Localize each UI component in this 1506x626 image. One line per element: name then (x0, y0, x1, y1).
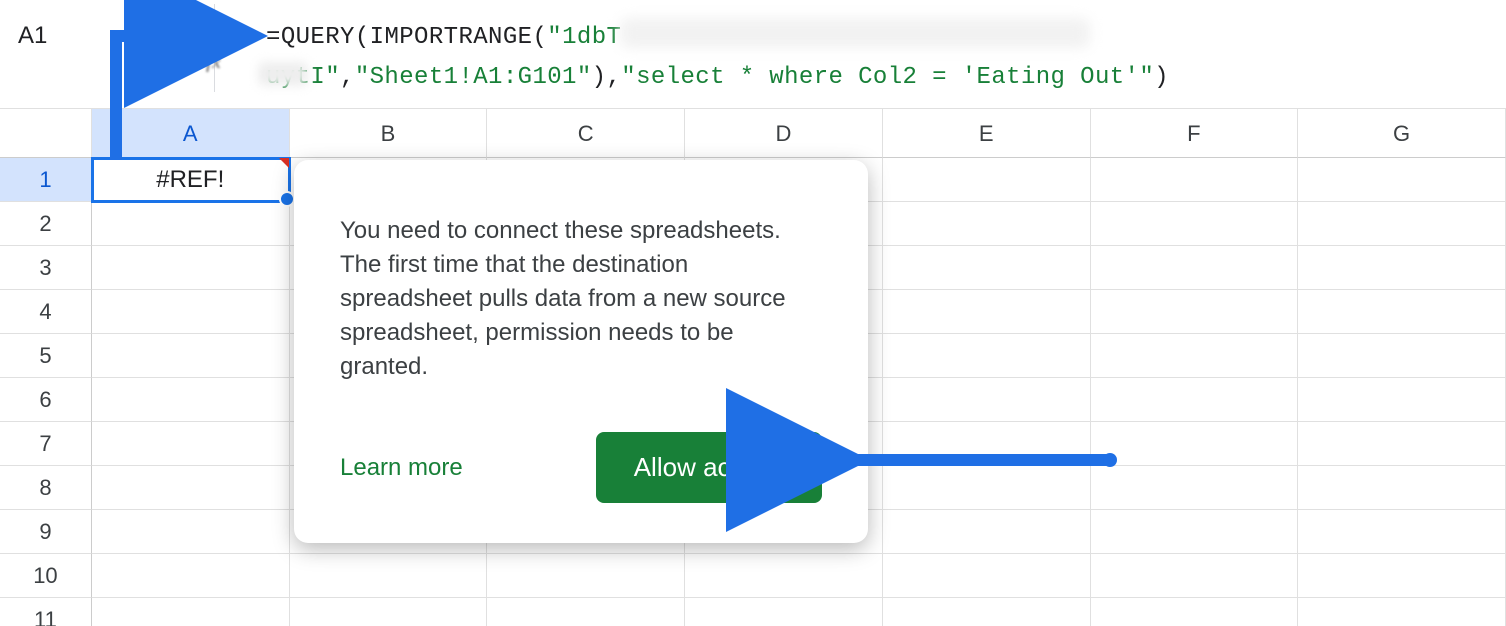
table-row: 11 (0, 598, 1506, 626)
active-cell-value: #REF! (92, 166, 289, 194)
cell-E6[interactable] (883, 378, 1091, 422)
cell-G3[interactable] (1298, 246, 1506, 290)
cell-B10[interactable] (290, 554, 488, 598)
row-header-10[interactable]: 10 (0, 554, 92, 598)
cell-E5[interactable] (883, 334, 1091, 378)
cell-F7[interactable] (1091, 422, 1299, 466)
cell-G7[interactable] (1298, 422, 1506, 466)
cell-G11[interactable] (1298, 598, 1506, 626)
row-header-11[interactable]: 11 (0, 598, 92, 626)
cell-E4[interactable] (883, 290, 1091, 334)
cell-C11[interactable] (487, 598, 685, 626)
cell-E7[interactable] (883, 422, 1091, 466)
column-header-e[interactable]: E (883, 109, 1091, 158)
cell-F11[interactable] (1091, 598, 1299, 626)
cell-B11[interactable] (290, 598, 488, 626)
allow-access-button[interactable]: Allow access (596, 432, 822, 503)
cell-A6[interactable] (92, 378, 290, 422)
cell-F2[interactable] (1091, 202, 1299, 246)
popover-message: You need to connect these spreadsheets. … (340, 214, 822, 384)
table-row: 10 (0, 554, 1506, 598)
cell-E3[interactable] (883, 246, 1091, 290)
cell-A9[interactable] (92, 510, 290, 554)
fx-icon: fx (206, 52, 221, 73)
cell-F3[interactable] (1091, 246, 1299, 290)
row-header-7[interactable]: 7 (0, 422, 92, 466)
column-header-b[interactable]: B (290, 109, 488, 158)
row-header-3[interactable]: 3 (0, 246, 92, 290)
cell-F4[interactable] (1091, 290, 1299, 334)
name-box-dropdown-icon[interactable] (166, 24, 186, 40)
cell-D11[interactable] (685, 598, 883, 626)
cell-F9[interactable] (1091, 510, 1299, 554)
cell-A2[interactable] (92, 202, 290, 246)
row-header-8[interactable]: 8 (0, 466, 92, 510)
cell-A5[interactable] (92, 334, 290, 378)
cell-E2[interactable] (883, 202, 1091, 246)
cell-E1[interactable] (883, 158, 1091, 202)
cell-A8[interactable] (92, 466, 290, 510)
column-header-d[interactable]: D (685, 109, 883, 158)
formula-bar-divider (214, 4, 215, 92)
row-header-6[interactable]: 6 (0, 378, 92, 422)
row-header-4[interactable]: 4 (0, 290, 92, 334)
popover-actions: Learn more Allow access (340, 432, 822, 503)
cell-E11[interactable] (883, 598, 1091, 626)
cell-F5[interactable] (1091, 334, 1299, 378)
cell-A7[interactable] (92, 422, 290, 466)
cell-A11[interactable] (92, 598, 290, 626)
cell-F6[interactable] (1091, 378, 1299, 422)
column-header-row: ABCDEFG (0, 108, 1506, 158)
connect-spreadsheets-popover: You need to connect these spreadsheets. … (294, 160, 868, 543)
cell-C10[interactable] (487, 554, 685, 598)
cell-G2[interactable] (1298, 202, 1506, 246)
cell-E8[interactable] (883, 466, 1091, 510)
row-header-5[interactable]: 5 (0, 334, 92, 378)
cell-G5[interactable] (1298, 334, 1506, 378)
column-header-g[interactable]: G (1298, 109, 1506, 158)
cell-G9[interactable] (1298, 510, 1506, 554)
cell-F10[interactable] (1091, 554, 1299, 598)
select-all-corner[interactable] (0, 109, 92, 158)
row-header-1[interactable]: 1 (0, 158, 92, 202)
cell-G1[interactable] (1298, 158, 1506, 202)
cell-G6[interactable] (1298, 378, 1506, 422)
cell-A10[interactable] (92, 554, 290, 598)
cell-A4[interactable] (92, 290, 290, 334)
cell-D10[interactable] (685, 554, 883, 598)
cell-E10[interactable] (883, 554, 1091, 598)
cell-G4[interactable] (1298, 290, 1506, 334)
column-header-f[interactable]: F (1091, 109, 1299, 158)
column-header-a[interactable]: A (92, 109, 290, 158)
row-header-9[interactable]: 9 (0, 510, 92, 554)
cell-G8[interactable] (1298, 466, 1506, 510)
redacted-blur (620, 18, 1090, 48)
row-header-2[interactable]: 2 (0, 202, 92, 246)
cell-F1[interactable] (1091, 158, 1299, 202)
cell-E9[interactable] (883, 510, 1091, 554)
learn-more-link[interactable]: Learn more (340, 454, 463, 482)
cell-A1[interactable]: #REF! (92, 158, 290, 202)
column-header-c[interactable]: C (487, 109, 685, 158)
cell-G10[interactable] (1298, 554, 1506, 598)
name-box[interactable]: A1 (18, 22, 47, 50)
redacted-blur (258, 62, 308, 86)
cell-F8[interactable] (1091, 466, 1299, 510)
cell-A3[interactable] (92, 246, 290, 290)
